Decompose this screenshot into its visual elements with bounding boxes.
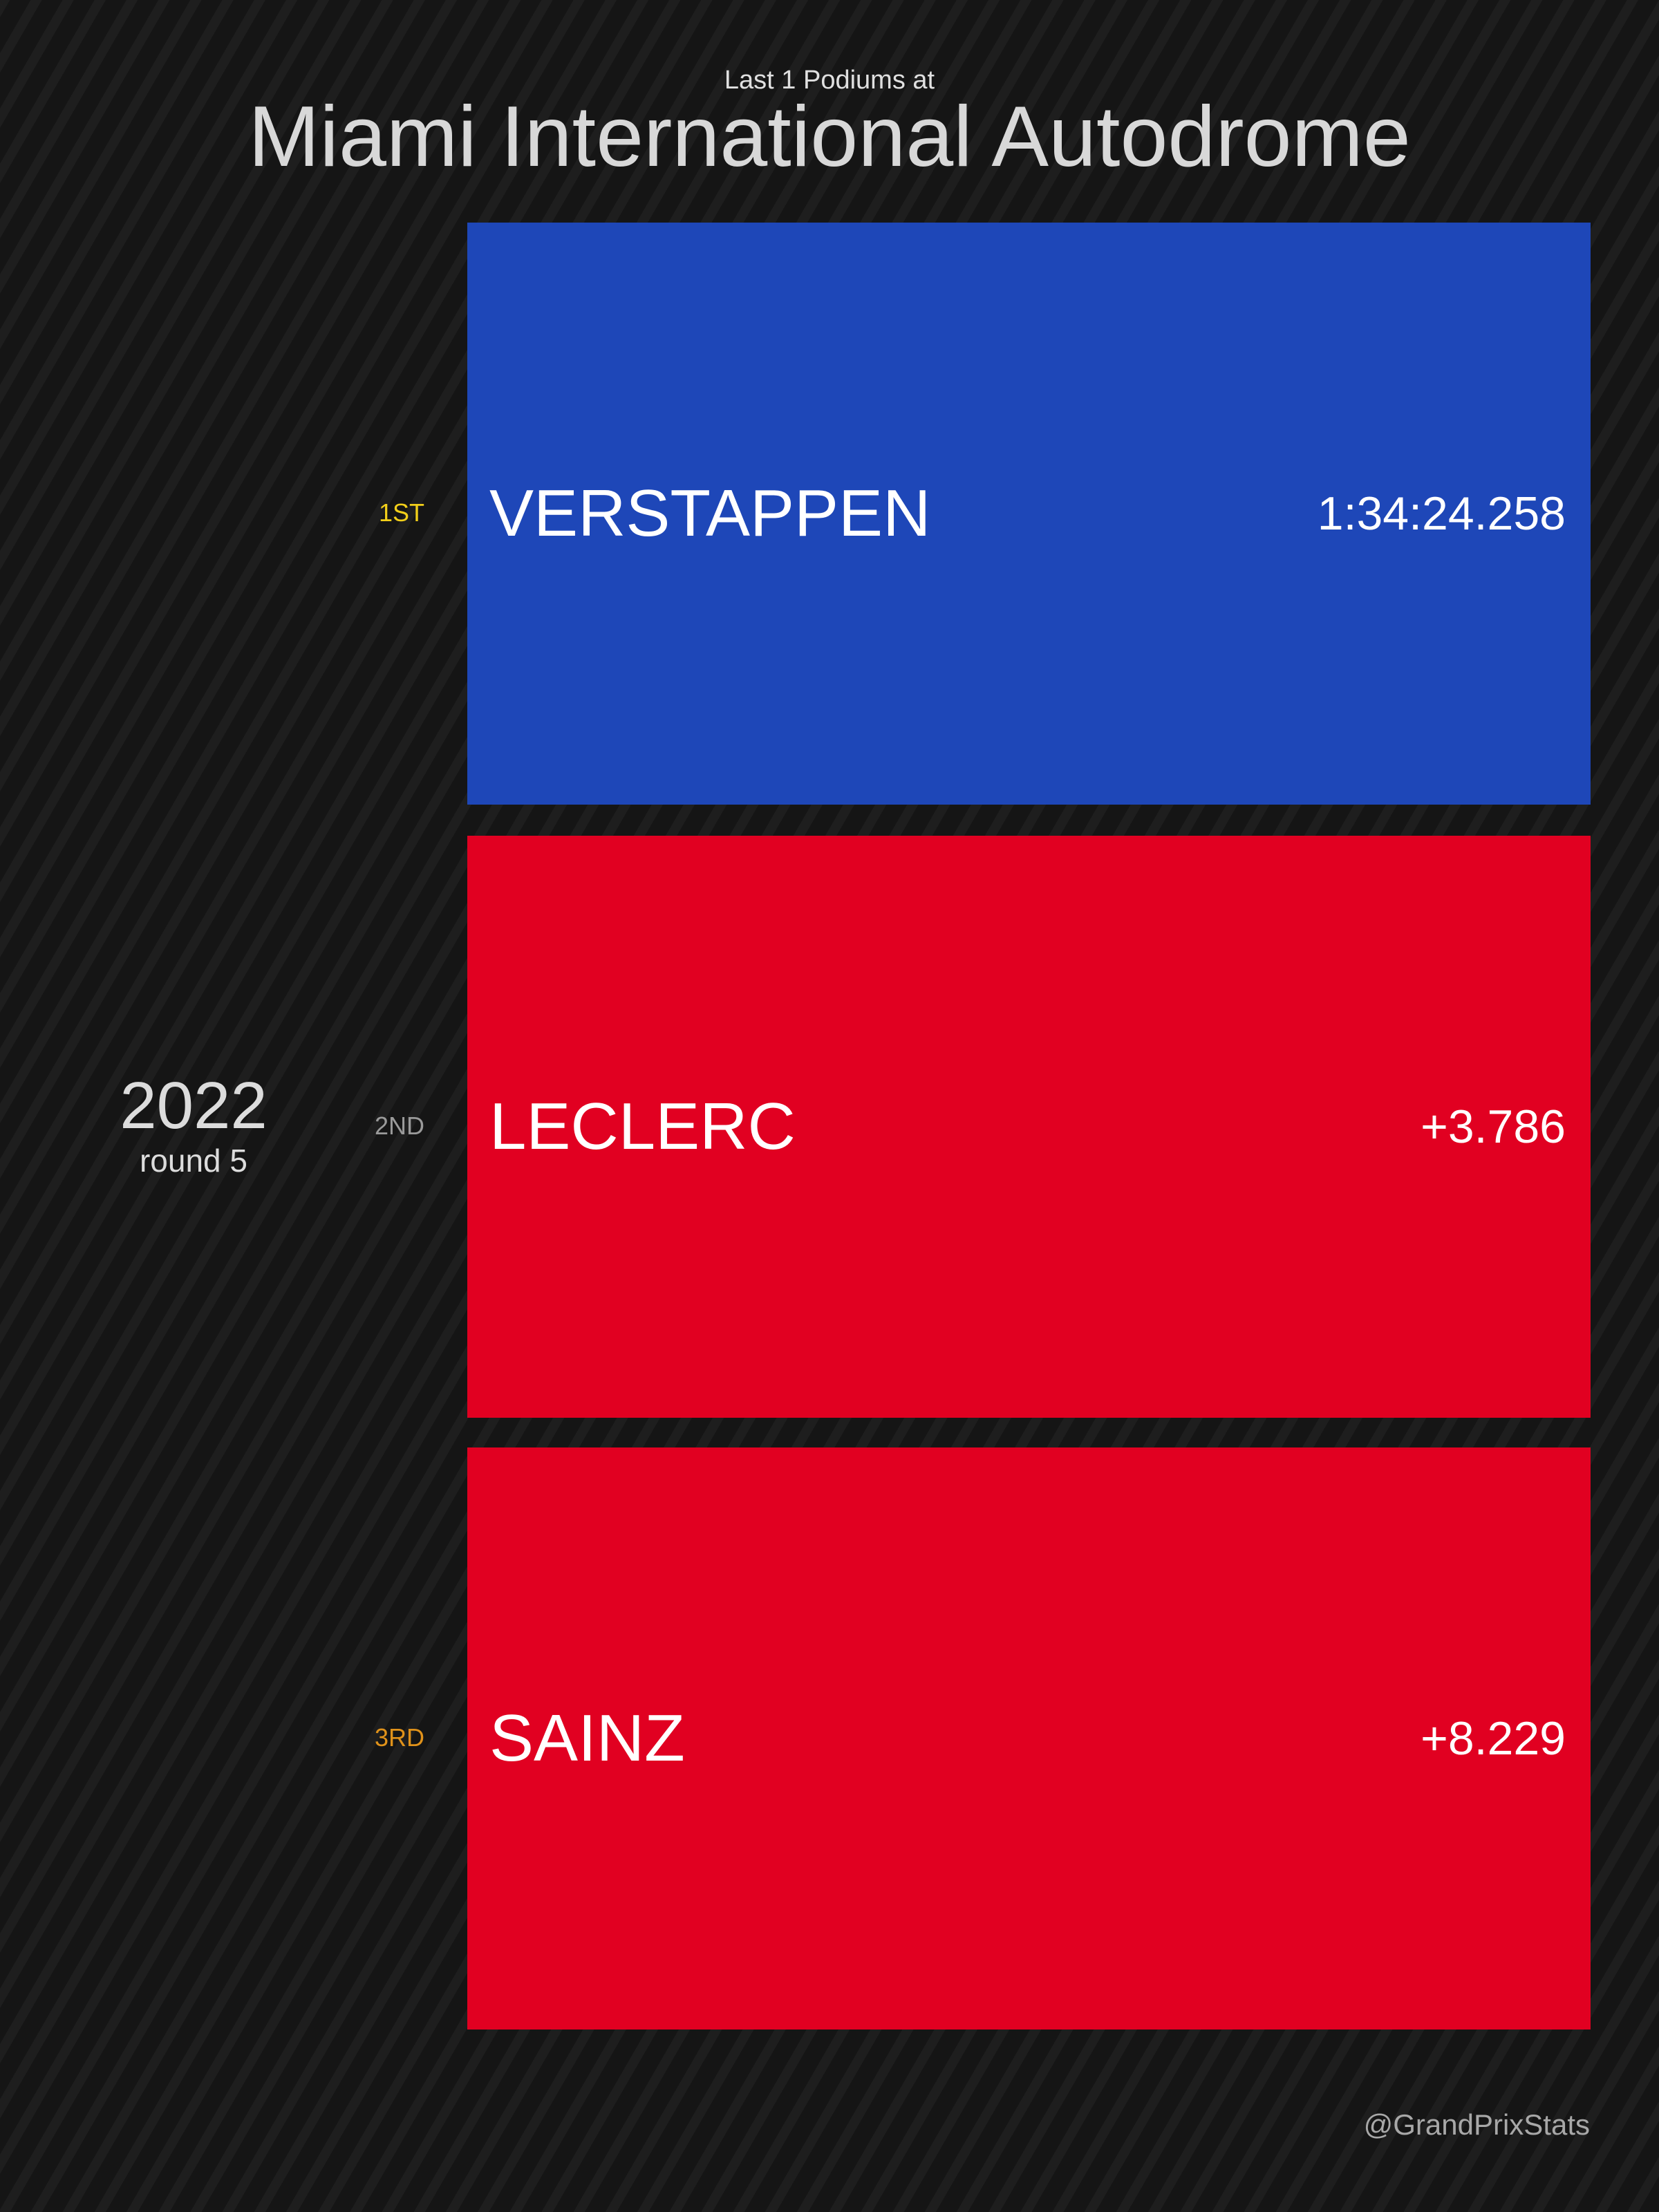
- podium-position-3: 3RD: [374, 1723, 424, 1752]
- driver-name: LECLERC: [489, 1089, 796, 1163]
- podium-bar-2: LECLERC +3.786: [467, 836, 1591, 1418]
- podium-bar-1: VERSTAPPEN 1:34:24.258: [467, 223, 1591, 805]
- race-time: 1:34:24.258: [1317, 487, 1566, 540]
- podium-position-2: 2ND: [374, 1112, 424, 1140]
- chart-subtitle: Last 1 Podiums at: [724, 66, 935, 95]
- podium-bar-3: SAINZ +8.229: [467, 1447, 1591, 2030]
- race-round: round 5: [139, 1143, 247, 1179]
- podium-position-1: 1ST: [378, 498, 424, 527]
- race-label: 2022 round 5: [83, 1070, 304, 1179]
- race-gap: +3.786: [1421, 1100, 1566, 1153]
- driver-name: SAINZ: [489, 1701, 685, 1775]
- race-year: 2022: [120, 1069, 268, 1143]
- credit-handle: @GrandPrixStats: [1363, 2108, 1590, 2141]
- race-gap: +8.229: [1421, 1712, 1566, 1765]
- circuit-title: Miami International Autodrome: [248, 89, 1411, 185]
- driver-name: VERSTAPPEN: [489, 476, 931, 550]
